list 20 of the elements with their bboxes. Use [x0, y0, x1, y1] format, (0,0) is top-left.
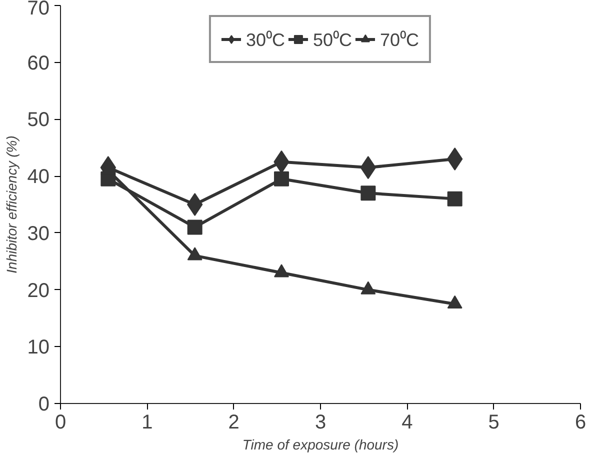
x-tick-label: 4 [402, 412, 413, 434]
y-axis-title: Inhibitor efficiency (%) [3, 136, 20, 274]
x-tick-label: 6 [574, 412, 586, 434]
x-tick-label: 3 [314, 412, 326, 434]
x-tick-label: 0 [54, 412, 66, 434]
y-tick-label: 10 [27, 336, 50, 359]
y-tick-label: 70 [27, 0, 50, 20]
y-tick-label: 0 [38, 394, 50, 416]
x-tick-label: 1 [142, 412, 153, 434]
y-tick-label: 50 [27, 109, 50, 132]
x-axis-title: Time of exposure (hours) [242, 436, 399, 452]
y-tick-label: 30 [27, 222, 50, 245]
y-tick-label: 60 [27, 52, 50, 74]
y-tick-label: 40 [27, 166, 50, 188]
x-tick-label: 2 [228, 412, 240, 434]
y-tick-label: 20 [27, 280, 50, 302]
legend-label: 50⁰C [312, 29, 352, 51]
legend-label: 30⁰C [246, 29, 285, 51]
legend-label: 70⁰C [380, 29, 420, 51]
x-tick-label: 5 [488, 412, 500, 434]
